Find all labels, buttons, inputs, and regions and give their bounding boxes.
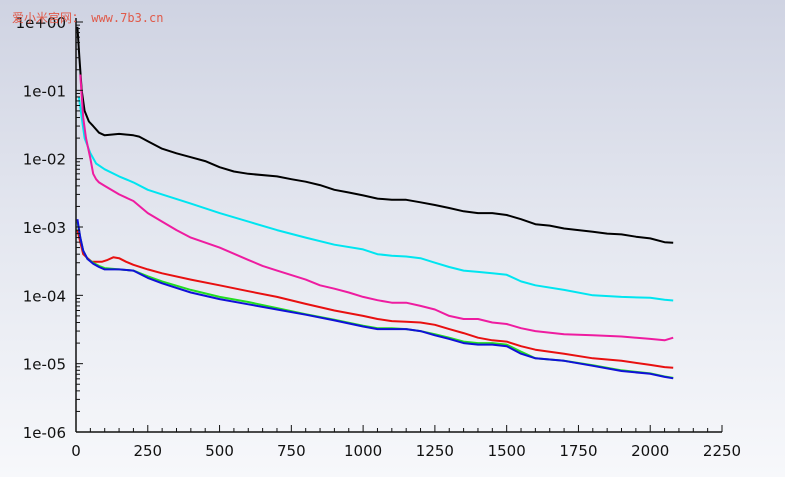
x-tick-label: 1000 <box>344 442 382 460</box>
series-line-3 <box>79 74 674 342</box>
x-tick-label: 1750 <box>559 442 597 460</box>
x-tick-label: 2000 <box>631 442 669 460</box>
x-tick-label: 250 <box>133 442 162 460</box>
x-tick-label: 2250 <box>703 442 741 460</box>
y-tick-label: 1e+00 <box>16 14 66 32</box>
y-tick-label: 1e-03 <box>23 219 66 237</box>
x-tick-label: 1250 <box>416 442 454 460</box>
y-tick-label: 1e-06 <box>23 424 66 442</box>
series-line-4 <box>76 229 674 369</box>
x-tick-label: 500 <box>205 442 234 460</box>
y-tick-label: 1e-05 <box>23 356 66 374</box>
watermark-text: 爱小米官网： www.7b3.cn <box>12 11 164 25</box>
y-tick-label: 1e-04 <box>23 287 66 305</box>
x-tick-label: 1500 <box>488 442 526 460</box>
series-line-2 <box>77 96 674 302</box>
y-tick-label: 1e-02 <box>23 151 66 169</box>
series-layer <box>76 26 674 380</box>
series-line-6 <box>76 219 674 380</box>
axes-layer: 0 250 500 750 1000 1250 1500 1750 2000 2250 1e+00 1… <box>16 14 742 460</box>
y-tick-label: 1e-01 <box>23 82 66 100</box>
series-line-1 <box>76 26 674 244</box>
x-tick-label: 0 <box>71 442 81 460</box>
x-tick-label: 750 <box>277 442 306 460</box>
